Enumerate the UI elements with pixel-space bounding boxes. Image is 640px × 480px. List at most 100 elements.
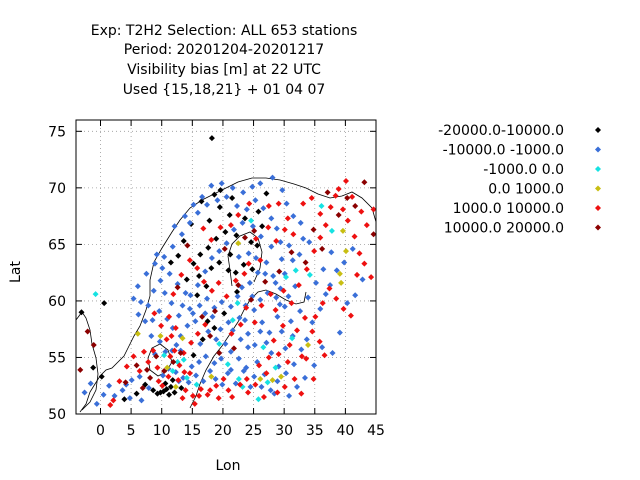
data-point-series-0 (232, 269, 239, 276)
data-point-series-1 (207, 368, 214, 375)
data-point-series-4 (272, 306, 279, 313)
data-point-series-1 (273, 225, 280, 232)
data-point-series-2 (92, 291, 99, 298)
data-point-series-1 (106, 382, 113, 389)
data-point-series-0 (133, 390, 140, 397)
data-point-series-5 (241, 234, 248, 241)
data-point-series-5 (230, 345, 237, 352)
plot-border (75, 119, 377, 415)
data-point-series-0 (196, 273, 203, 280)
data-point-series-4 (246, 200, 253, 207)
data-point-series-1 (274, 378, 281, 385)
y-tick-label: 55 (48, 350, 66, 366)
data-point-series-1 (234, 293, 241, 300)
data-point-series-1 (319, 344, 326, 351)
data-point-series-0 (150, 387, 157, 394)
data-point-series-1 (159, 265, 166, 272)
data-point-series-2 (264, 379, 271, 386)
data-point-series-3 (269, 377, 276, 384)
data-point-series-1 (311, 362, 318, 369)
data-point-series-0 (203, 283, 210, 290)
data-point-series-1 (290, 213, 297, 220)
legend-marker (595, 205, 601, 211)
data-point-series-1 (313, 279, 319, 286)
data-point-series-1 (219, 381, 226, 388)
data-point-series-0 (190, 260, 197, 267)
legend-label: -20000.0-10000.0 (438, 123, 564, 139)
data-point-series-1 (267, 387, 274, 394)
data-point-series-1 (145, 384, 152, 391)
data-point-series-3 (339, 227, 346, 234)
data-point-series-1 (286, 392, 293, 399)
data-point-series-0 (226, 211, 233, 218)
data-point-series-4 (333, 295, 340, 302)
data-point-series-1 (297, 308, 304, 315)
legend-marker (595, 224, 601, 231)
data-point-series-4 (294, 327, 301, 334)
data-point-series-1 (174, 280, 181, 287)
data-point-series-1 (148, 332, 155, 339)
data-point-series-1 (349, 245, 356, 252)
data-point-series-5 (216, 349, 223, 356)
data-point-series-1 (298, 346, 305, 353)
data-point-series-0 (208, 135, 215, 142)
data-point-series-4 (145, 358, 152, 365)
data-point-series-5 (90, 342, 97, 349)
data-point-series-2 (234, 300, 241, 307)
data-point-series-1 (150, 287, 157, 294)
data-point-series-4 (166, 313, 173, 320)
data-point-series-1 (227, 366, 234, 373)
plot-frame (75, 119, 377, 415)
data-point-series-0 (263, 190, 270, 197)
data-point-series-3 (172, 383, 179, 390)
data-point-series-0 (229, 195, 236, 202)
data-point-series-5 (302, 259, 309, 266)
data-point-series-1 (289, 257, 296, 264)
data-point-series-1 (134, 283, 141, 290)
y-tick-label: 50 (48, 407, 66, 423)
x-tick-label: 20 (214, 423, 232, 439)
y-tick-label: 70 (48, 181, 66, 197)
data-point-series-4 (301, 314, 308, 321)
data-point-series-4 (168, 332, 175, 339)
data-point-series-2 (183, 374, 190, 381)
data-point-series-1 (305, 294, 312, 301)
data-point-series-4 (237, 321, 244, 328)
title-line-3: Visibility bias [m] at 22 UTC (127, 62, 321, 78)
data-point-series-2 (260, 344, 267, 351)
data-point-series-2 (248, 217, 255, 224)
data-point-series-1 (257, 233, 264, 240)
data-point-series-5 (207, 332, 214, 339)
legend-label: -1000.0 0.0 (483, 162, 564, 178)
data-point-series-1 (197, 340, 204, 347)
y-tick-labels: 50 55 60 65 70 75 (48, 124, 66, 423)
data-point-series-4 (194, 330, 201, 337)
data-point-series-1 (200, 378, 207, 385)
data-point-series-1 (149, 317, 156, 324)
data-point-series-4 (167, 353, 174, 360)
x-tick-label: 30 (275, 423, 293, 439)
data-point-series-4 (310, 375, 317, 382)
data-point-series-1 (268, 349, 275, 356)
data-point-series-4 (332, 192, 339, 199)
data-point-series-1 (344, 300, 351, 307)
data-point-series-1 (179, 302, 186, 309)
data-point-series-4 (123, 363, 130, 370)
data-point-series-4 (251, 319, 258, 326)
data-point-series-5 (84, 328, 91, 335)
data-point-series-4 (267, 291, 274, 298)
data-point-series-0 (180, 237, 187, 244)
data-point-series-4 (202, 321, 209, 328)
data-point-series-4 (191, 400, 198, 407)
data-point-series-0 (178, 384, 185, 391)
data-point-series-1 (285, 293, 292, 300)
data-point-series-3 (164, 364, 171, 371)
data-point-series-4 (200, 225, 207, 232)
data-point-series-4 (165, 373, 172, 380)
data-point-series-1 (100, 391, 107, 398)
data-point-series-4 (326, 285, 333, 292)
data-point-series-4 (319, 300, 326, 307)
data-point-series-4 (186, 370, 193, 377)
data-point-series-1 (276, 301, 283, 308)
data-point-series-1 (296, 251, 303, 258)
